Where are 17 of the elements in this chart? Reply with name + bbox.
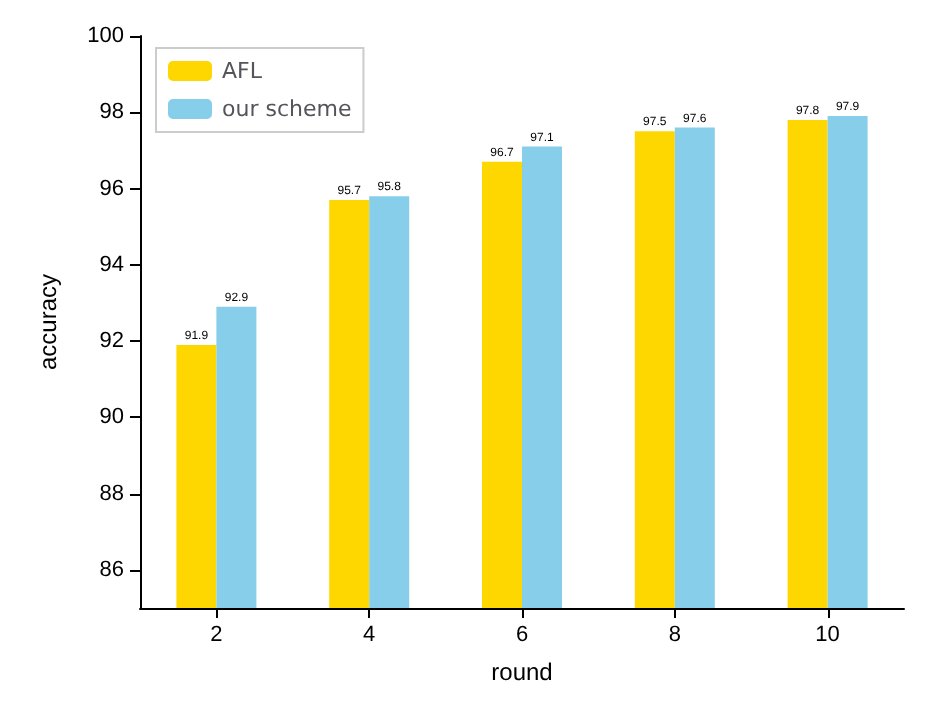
y-tick-label: 90 — [99, 405, 124, 430]
x-tick-label: 2 — [210, 623, 223, 647]
y-tick-label: 100 — [87, 24, 124, 48]
x-axis-title: round — [491, 658, 553, 686]
y-tick-label: 92 — [99, 329, 124, 354]
x-tick-label: 6 — [515, 623, 529, 647]
y-tick-label: 86 — [99, 557, 124, 582]
legend-label: our scheme — [222, 96, 352, 122]
y-tick-label: 98 — [99, 100, 124, 125]
x-tick-label: 8 — [668, 623, 681, 647]
y-tick-label: 88 — [99, 481, 124, 506]
y-axis-title: accuracy — [34, 273, 62, 371]
x-tick-label: 10 — [815, 623, 840, 647]
x-tick-label: 4 — [363, 623, 376, 647]
y-tick-label: 96 — [99, 176, 124, 201]
legend-label: AFL — [222, 58, 264, 84]
y-tick-label: 94 — [99, 252, 124, 277]
